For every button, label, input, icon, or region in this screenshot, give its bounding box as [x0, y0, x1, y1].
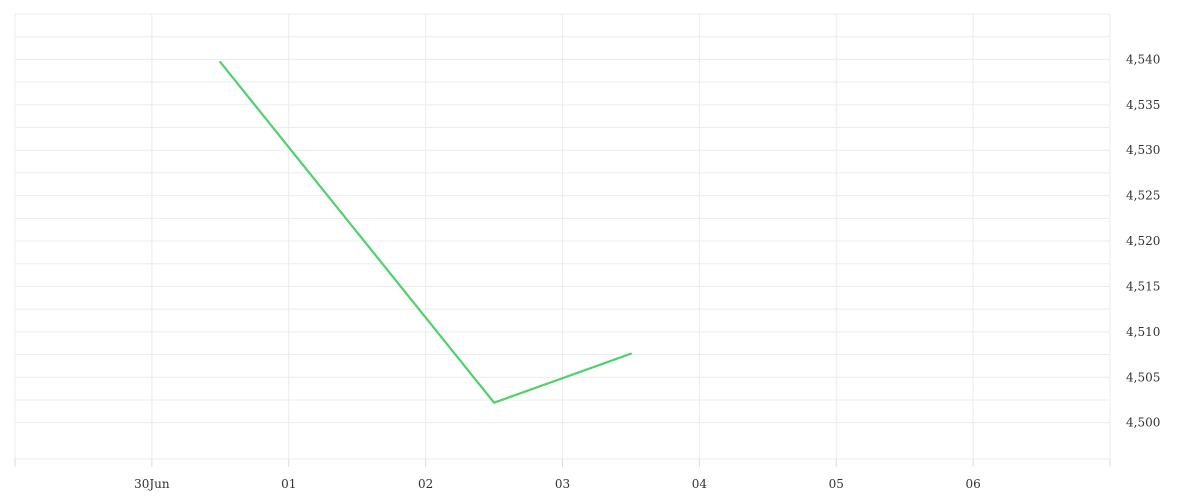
- x-axis: 30Jun 01 02 03 04 05 06: [14, 459, 1111, 491]
- x-tick-label: 03: [555, 477, 570, 491]
- y-tick-label: 4,540: [1126, 52, 1160, 66]
- chart-grid: [14, 13, 1111, 460]
- y-tick-label: 4,520: [1126, 234, 1160, 248]
- x-tick-label: 06: [965, 477, 980, 491]
- x-tick-label: 30Jun: [134, 477, 170, 491]
- x-tick-label: 04: [692, 477, 708, 491]
- x-tick-label: 02: [418, 477, 433, 491]
- series-line: [219, 60, 633, 404]
- series-layer: [219, 60, 633, 404]
- y-tick-label: 4,505: [1126, 370, 1160, 384]
- x-tick-label: 05: [829, 477, 844, 491]
- x-tick-label: 01: [281, 477, 296, 491]
- y-tick-label: 4,530: [1126, 143, 1160, 157]
- y-axis: 4,500 4,505 4,510 4,515 4,520 4,525 4,530 4,535…: [1126, 52, 1160, 429]
- y-tick-label: 4,500: [1126, 416, 1160, 430]
- y-tick-label: 4,515: [1126, 279, 1160, 293]
- y-tick-label: 4,525: [1126, 189, 1160, 203]
- y-tick-label: 4,510: [1126, 325, 1160, 339]
- y-tick-label: 4,535: [1126, 98, 1160, 112]
